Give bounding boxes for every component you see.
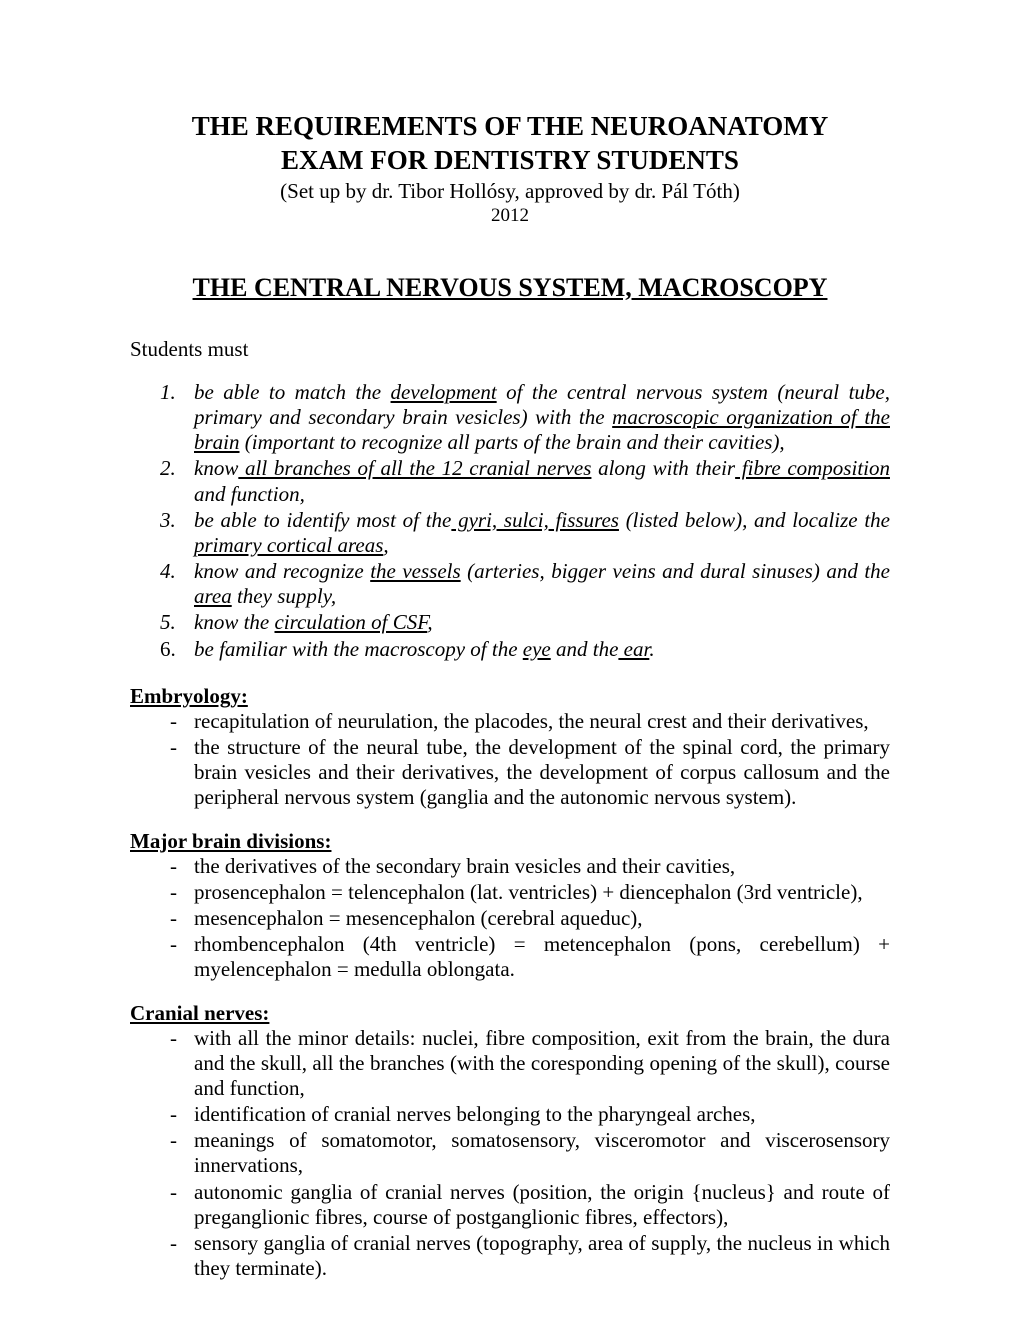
- list-item: with all the minor details: nuclei, fibr…: [194, 1026, 890, 1102]
- underlined-text: circulation of CSF: [274, 610, 427, 634]
- requirement-item: 2.know all branches of all the 12 crania…: [194, 456, 890, 506]
- list-item: recapitulation of neurulation, the placo…: [194, 709, 890, 734]
- underlined-text: area: [194, 584, 232, 608]
- section-heading: Embryology:: [130, 684, 890, 709]
- section-list: recapitulation of neurulation, the placo…: [130, 709, 890, 811]
- item-number: 1.: [160, 380, 176, 405]
- underlined-text: primary cortical areas: [194, 533, 383, 557]
- underlined-text: eye: [523, 637, 551, 661]
- doc-year: 2012: [130, 205, 890, 227]
- list-item: meanings of somatomotor, somatosensory, …: [194, 1128, 890, 1178]
- list-item: mesencephalon = mesencephalon (cerebral …: [194, 906, 890, 931]
- underlined-text: gyri, sulci, fissures: [451, 508, 619, 532]
- doc-title-line2: EXAM FOR DENTISTRY STUDENTS: [130, 144, 890, 178]
- section-heading: Major brain divisions:: [130, 829, 890, 854]
- underlined-text: fibre composition: [735, 456, 890, 480]
- underlined-text: all branches of all the 12 cranial nerve…: [238, 456, 591, 480]
- underlined-text: ear: [618, 637, 649, 661]
- requirement-item: 3.be able to identify most of the gyri, …: [194, 508, 890, 558]
- section-list: with all the minor details: nuclei, fibr…: [130, 1026, 890, 1282]
- intro-text: Students must: [130, 337, 890, 362]
- doc-title-line1: THE REQUIREMENTS OF THE NEUROANATOMY: [130, 110, 890, 144]
- list-item: autonomic ganglia of cranial nerves (pos…: [194, 1180, 890, 1230]
- item-number: 2.: [160, 456, 176, 481]
- list-item: identification of cranial nerves belongi…: [194, 1102, 890, 1127]
- list-item: the structure of the neural tube, the de…: [194, 735, 890, 811]
- requirement-item: 5.know the circulation of CSF,: [194, 610, 890, 635]
- underlined-text: the vessels: [370, 559, 460, 583]
- doc-subtitle: (Set up by dr. Tibor Hollósy, approved b…: [130, 178, 890, 205]
- requirement-item: 4.know and recognize the vessels (arteri…: [194, 559, 890, 609]
- list-item: sensory ganglia of cranial nerves (topog…: [194, 1231, 890, 1281]
- requirements-list: 1.be able to match the development of th…: [130, 380, 890, 662]
- item-number: 5.: [160, 610, 176, 635]
- list-item: rhombencephalon (4th ventricle) = metenc…: [194, 932, 890, 982]
- list-item: the derivatives of the secondary brain v…: [194, 854, 890, 879]
- item-number: 4.: [160, 559, 176, 584]
- section-title: THE CENTRAL NERVOUS SYSTEM, MACROSCOPY: [130, 273, 890, 303]
- underlined-text: development: [391, 380, 497, 404]
- item-number: 3.: [160, 508, 176, 533]
- underlined-text: macroscopic organization of the brain: [194, 405, 890, 454]
- list-item: prosencephalon = telencephalon (lat. ven…: [194, 880, 890, 905]
- section-heading: Cranial nerves:: [130, 1001, 890, 1026]
- requirement-item: 6.be familiar with the macroscopy of the…: [194, 637, 890, 662]
- item-number: 6.: [160, 637, 176, 662]
- section-list: the derivatives of the secondary brain v…: [130, 854, 890, 983]
- requirement-item: 1.be able to match the development of th…: [194, 380, 890, 456]
